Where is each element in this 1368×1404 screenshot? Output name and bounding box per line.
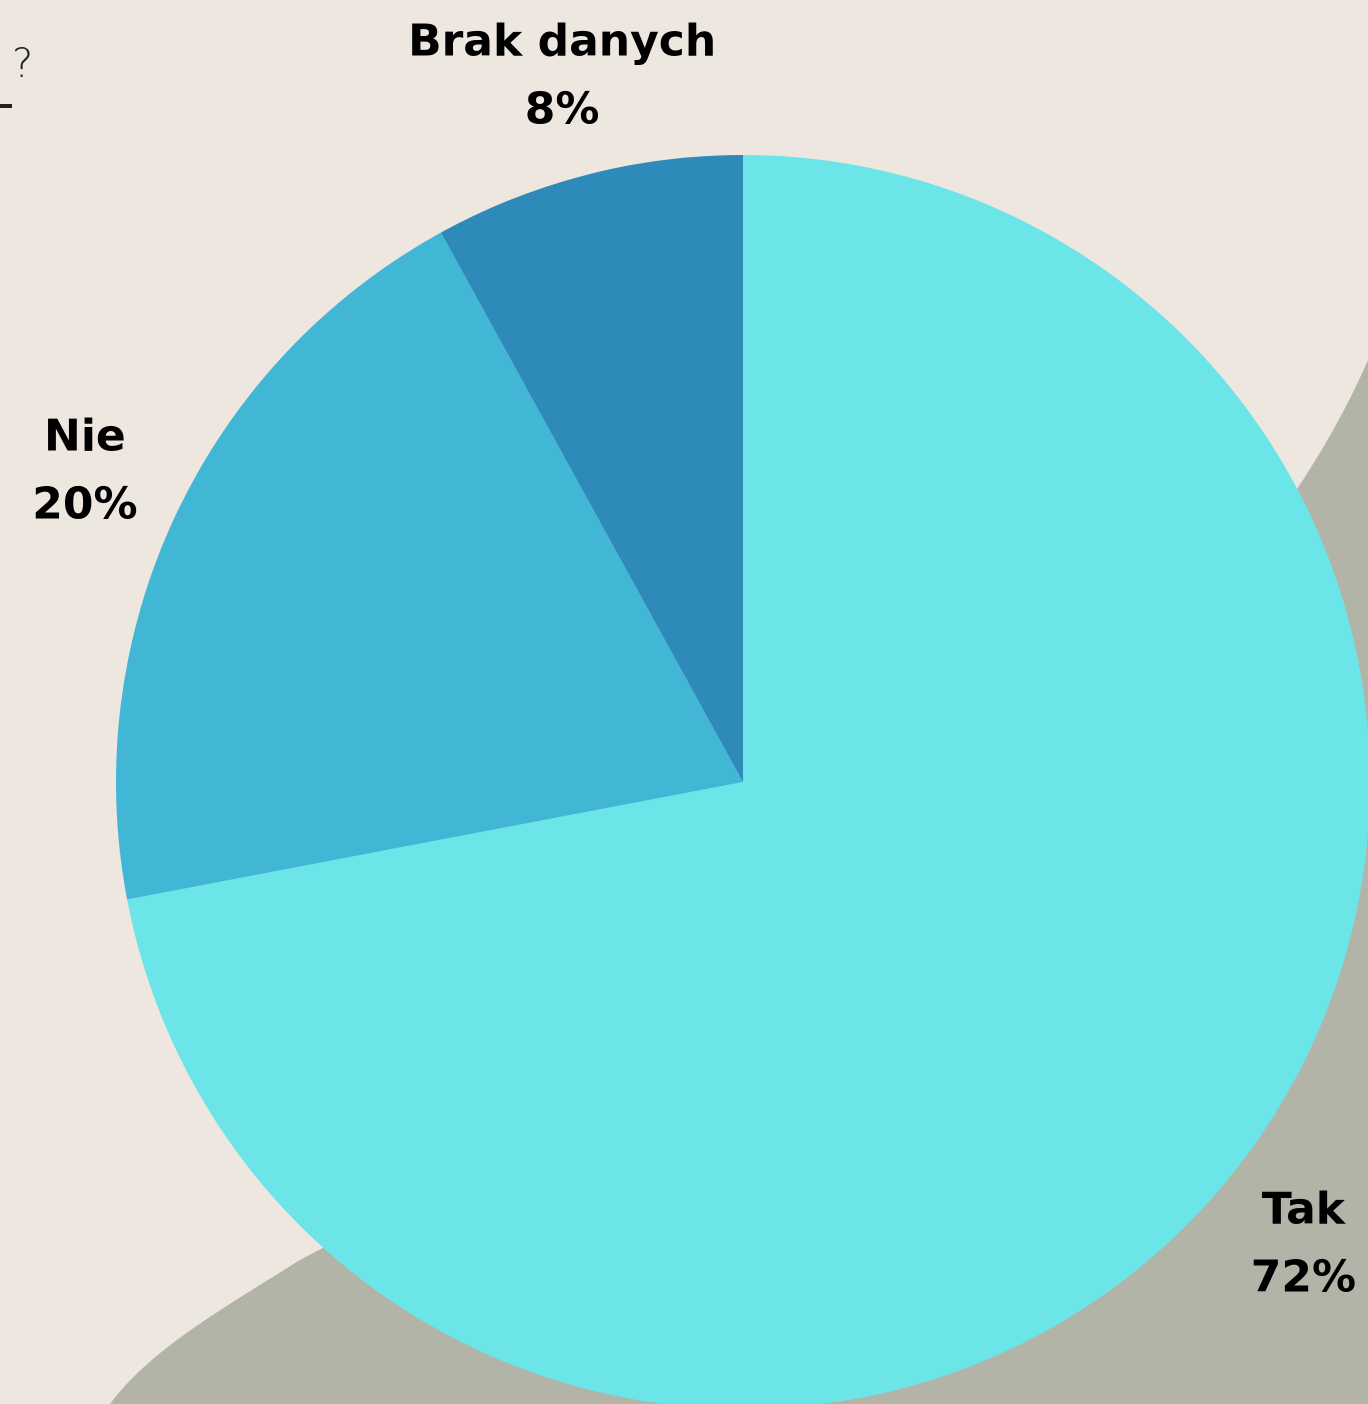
slice-value-label: 20%: [32, 478, 137, 529]
slice-label: Nie: [44, 410, 126, 461]
slice-label: Tak: [1262, 1184, 1347, 1235]
slice-label: Brak danych: [408, 16, 716, 67]
slice-value-label: 72%: [1251, 1252, 1356, 1303]
title-underline: [0, 104, 12, 108]
title-fragment: ?: [12, 41, 33, 87]
pie-slice: [115, 232, 743, 900]
slice-value-label: 8%: [525, 84, 600, 135]
pie-slice: [127, 155, 1368, 1404]
pie-slice: [440, 155, 743, 782]
